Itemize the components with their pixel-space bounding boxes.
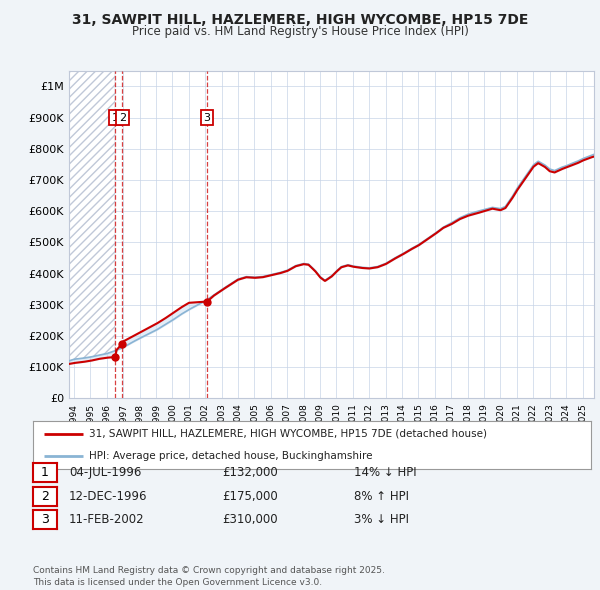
Text: 3: 3 [41, 513, 49, 526]
Text: £175,000: £175,000 [222, 490, 278, 503]
Text: Contains HM Land Registry data © Crown copyright and database right 2025.
This d: Contains HM Land Registry data © Crown c… [33, 566, 385, 587]
Text: 12-DEC-1996: 12-DEC-1996 [69, 490, 148, 503]
Text: £310,000: £310,000 [222, 513, 278, 526]
Text: 31, SAWPIT HILL, HAZLEMERE, HIGH WYCOMBE, HP15 7DE: 31, SAWPIT HILL, HAZLEMERE, HIGH WYCOMBE… [72, 13, 528, 27]
Text: 1: 1 [41, 466, 49, 479]
Text: 3% ↓ HPI: 3% ↓ HPI [354, 513, 409, 526]
Text: 8% ↑ HPI: 8% ↑ HPI [354, 490, 409, 503]
Text: 31, SAWPIT HILL, HAZLEMERE, HIGH WYCOMBE, HP15 7DE (detached house): 31, SAWPIT HILL, HAZLEMERE, HIGH WYCOMBE… [89, 429, 487, 439]
Text: 3: 3 [203, 113, 211, 123]
Text: Price paid vs. HM Land Registry's House Price Index (HPI): Price paid vs. HM Land Registry's House … [131, 25, 469, 38]
Text: HPI: Average price, detached house, Buckinghamshire: HPI: Average price, detached house, Buck… [89, 451, 372, 461]
Text: £132,000: £132,000 [222, 466, 278, 479]
Text: 2: 2 [41, 490, 49, 503]
Text: 14% ↓ HPI: 14% ↓ HPI [354, 466, 416, 479]
Text: 04-JUL-1996: 04-JUL-1996 [69, 466, 142, 479]
Text: 2: 2 [119, 113, 126, 123]
Text: 1: 1 [112, 113, 119, 123]
Text: 11-FEB-2002: 11-FEB-2002 [69, 513, 145, 526]
